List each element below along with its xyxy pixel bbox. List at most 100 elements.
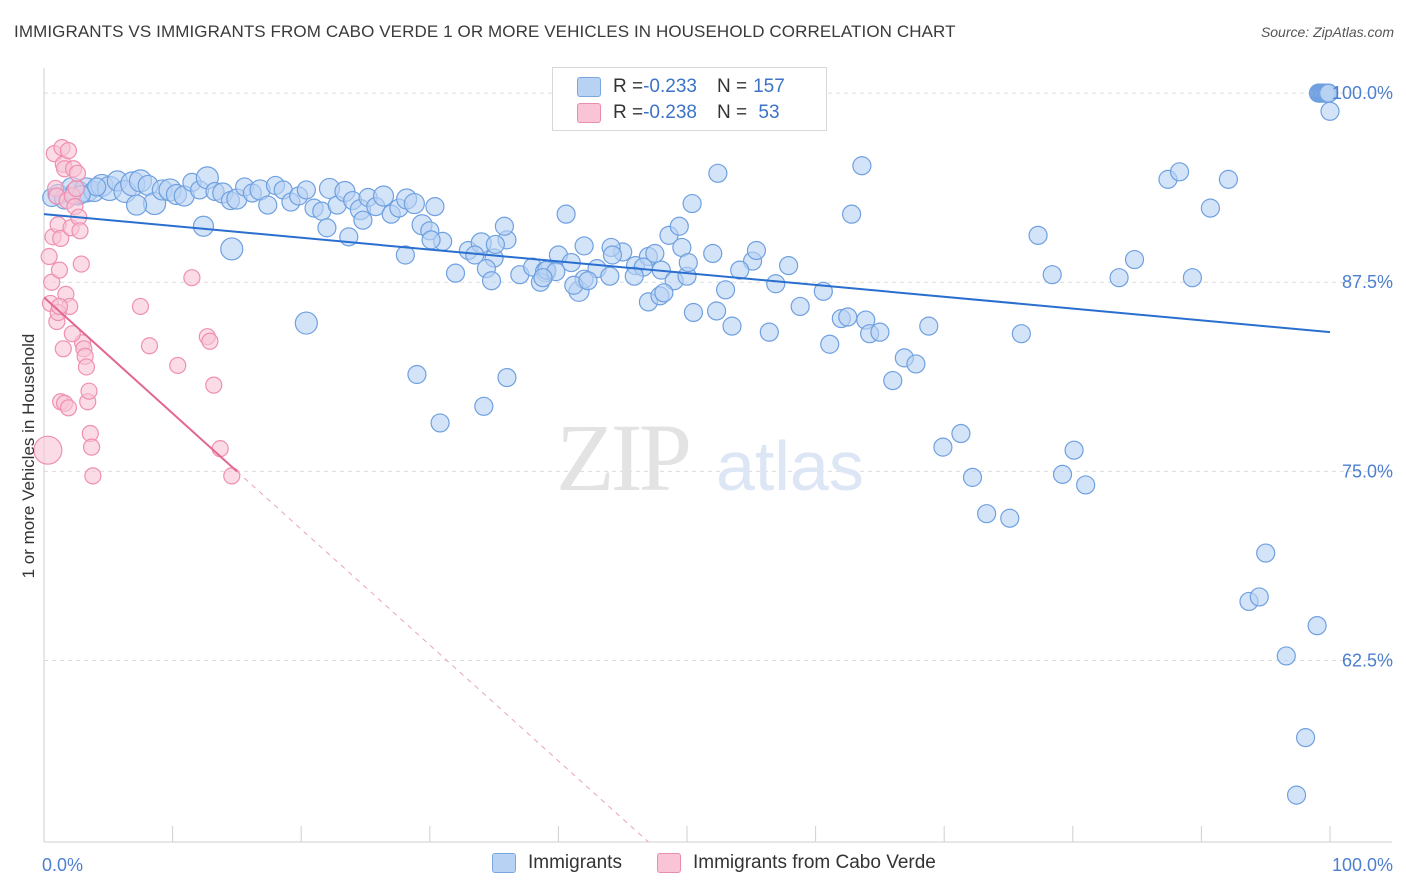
point-cabo-verde [201, 332, 219, 350]
point-immigrants [494, 216, 514, 236]
point-cabo-verde [131, 297, 150, 316]
point-immigrants [533, 268, 553, 288]
x-tick-label-left: 0.0% [42, 855, 83, 875]
legend-swatch-blue [577, 77, 601, 97]
point-cabo-verde [84, 467, 102, 485]
point-immigrants [1169, 162, 1190, 182]
n-label: N = [716, 102, 748, 123]
point-immigrants [746, 240, 767, 261]
trend-line-cabo-verde [43, 296, 238, 473]
point-immigrants [1295, 728, 1316, 748]
point-immigrants [842, 204, 862, 224]
point-cabo-verde [40, 247, 58, 266]
point-immigrants [425, 196, 445, 217]
point-immigrants [730, 260, 750, 280]
point-cabo-verde [33, 435, 63, 465]
point-cabo-verde [80, 382, 98, 400]
point-cabo-verde [43, 273, 61, 291]
point-immigrants [430, 413, 450, 433]
point-immigrants [870, 322, 890, 342]
series-immigrants [42, 83, 1340, 805]
point-immigrants [125, 194, 148, 216]
point-immigrants [1011, 324, 1031, 344]
n-value: 157 [753, 76, 785, 97]
point-immigrants [1200, 198, 1221, 218]
point-cabo-verde [67, 179, 85, 198]
point-cabo-verde [54, 340, 72, 358]
point-immigrants [624, 266, 644, 286]
point-immigrants [445, 263, 466, 283]
trend-lines [43, 213, 1331, 843]
point-immigrants [1286, 785, 1307, 805]
point-cabo-verde [72, 255, 90, 273]
point-immigrants [1249, 587, 1269, 607]
point-immigrants [395, 245, 415, 265]
legend-item-cabo-verde[interactable]: Immigrants from Cabo Verde [657, 852, 936, 874]
legend-series: Immigrants Immigrants from Cabo Verde [0, 852, 1406, 878]
point-immigrants [1052, 464, 1073, 484]
r-value: -0.238 [643, 102, 697, 123]
point-cabo-verde [77, 358, 96, 376]
chart-title: IMMIGRANTS VS IMMIGRANTS FROM CABO VERDE… [14, 22, 956, 41]
y-axis-label: 1 or more Vehicles in Household [19, 334, 38, 579]
point-immigrants [708, 163, 728, 183]
point-immigrants [485, 234, 505, 255]
point-immigrants [820, 334, 840, 354]
point-cabo-verde [52, 229, 70, 247]
legend-item-immigrants[interactable]: Immigrants [492, 852, 622, 874]
point-immigrants [852, 156, 872, 176]
point-immigrants [497, 367, 517, 388]
point-immigrants [906, 354, 926, 374]
watermark-atlas: atlas [716, 427, 864, 505]
point-cabo-verde [59, 399, 78, 417]
point-immigrants [1218, 169, 1239, 189]
legend-swatch-pink [657, 853, 681, 873]
point-immigrants [1028, 225, 1048, 245]
point-cabo-verde [140, 337, 159, 355]
series-cabo-verde [33, 138, 241, 485]
point-immigrants [1000, 508, 1020, 528]
point-immigrants [683, 302, 704, 323]
point-immigrants [654, 283, 674, 303]
point-immigrants [722, 316, 742, 336]
point-immigrants [317, 218, 337, 238]
point-cabo-verde [63, 325, 81, 343]
legend-stats: R = -0.233 N = 157 R = -0.238 N = 53 [552, 67, 827, 131]
legend-row-immigrants: R = -0.233 N = 157 [577, 74, 785, 100]
point-cabo-verde [169, 356, 187, 375]
trend-line-immigrants [43, 213, 1331, 334]
point-immigrants [919, 316, 939, 336]
legend-label: Immigrants [528, 852, 622, 873]
point-cabo-verde [59, 142, 78, 160]
point-immigrants [790, 296, 810, 317]
point-immigrants [294, 311, 318, 335]
point-immigrants [1124, 249, 1145, 270]
point-cabo-verde [183, 269, 201, 287]
point-immigrants [353, 210, 373, 230]
point-immigrants [933, 437, 953, 457]
point-immigrants [1320, 101, 1340, 121]
point-immigrants [574, 236, 594, 256]
point-cabo-verde [205, 376, 223, 394]
point-immigrants [296, 180, 316, 200]
point-immigrants [1109, 268, 1129, 288]
point-immigrants [1076, 475, 1096, 495]
point-immigrants [556, 204, 576, 224]
point-immigrants [421, 230, 441, 250]
point-immigrants [403, 192, 425, 215]
point-immigrants [706, 301, 727, 321]
point-immigrants [192, 215, 215, 237]
y-tick-label: 62.5% [1342, 650, 1393, 670]
point-immigrants [600, 266, 620, 286]
watermark-zip: ZIP [556, 404, 689, 511]
source-credit: Source: ZipAtlas.com [1260, 24, 1394, 40]
point-cabo-verde [223, 467, 241, 485]
y-tick-label: 87.5% [1342, 272, 1393, 292]
point-immigrants [481, 271, 502, 291]
point-immigrants [220, 237, 244, 261]
point-immigrants [778, 255, 799, 276]
point-immigrants [372, 185, 395, 207]
point-immigrants [669, 216, 689, 236]
point-cabo-verde [82, 438, 101, 456]
legend-row-cabo-verde: R = -0.238 N = 53 [577, 100, 780, 126]
